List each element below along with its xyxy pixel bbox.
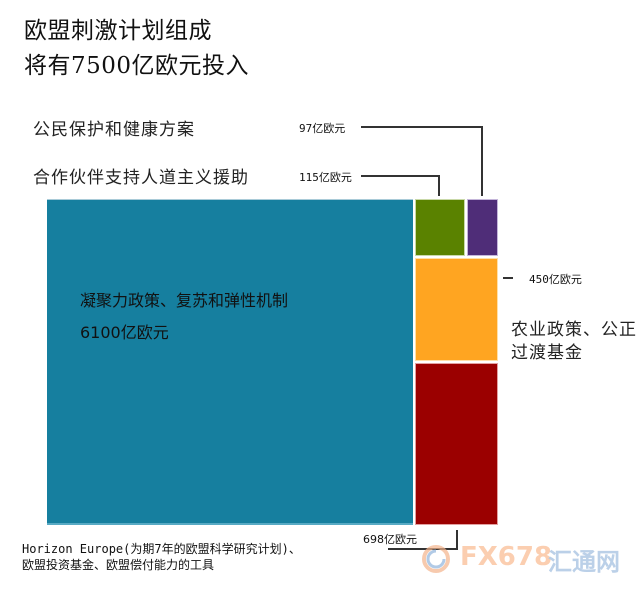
value-agriculture: 450亿欧元 (529, 273, 582, 286)
watermark-cn: 汇通网 (548, 548, 620, 576)
chart-title-line1: 欧盟刺激计划组成 (24, 18, 212, 44)
treemap-block-agriculture[interactable] (415, 258, 498, 361)
leader-line-agri (503, 277, 513, 279)
label-agriculture-line2: 过渡基金 (511, 343, 583, 363)
value-humanitarian-aid: 115亿欧元 (299, 171, 352, 184)
leader-line-aid (361, 175, 440, 177)
label-horizon-line1: Horizon Europe(为期7年的欧盟科学研究计划)、 (22, 542, 301, 556)
block-value-cohesion: 6100亿欧元 (80, 323, 169, 342)
label-agriculture-line1: 农业政策、公正 (511, 320, 637, 340)
leader-line-health-vertical (481, 126, 483, 196)
treemap-block-horizon[interactable] (415, 363, 498, 525)
value-health-program: 97亿欧元 (299, 122, 346, 135)
leader-line-horizon (388, 548, 458, 550)
treemap-block-health-program[interactable] (467, 199, 498, 256)
leader-line-aid-vertical (438, 175, 440, 196)
chart-title-line2: 将有7500亿欧元投入 (24, 53, 250, 79)
block-label-cohesion: 凝聚力政策、复苏和弹性机制 (80, 291, 289, 310)
label-health-program: 公民保护和健康方案 (33, 120, 195, 140)
label-horizon-line2: 欧盟投资基金、欧盟偿付能力的工具 (22, 558, 215, 572)
watermark-logo-icon (422, 545, 450, 573)
watermark-brand: FX678 (460, 542, 553, 572)
treemap-block-cohesion[interactable]: 凝聚力政策、复苏和弹性机制 6100亿欧元 (47, 199, 413, 525)
leader-line-horizon-vertical (456, 530, 458, 550)
leader-line-health (361, 126, 483, 128)
label-humanitarian-aid: 合作伙伴支持人道主义援助 (33, 168, 249, 188)
value-horizon: 698亿欧元 (363, 533, 417, 546)
treemap-block-humanitarian-aid[interactable] (415, 199, 465, 256)
